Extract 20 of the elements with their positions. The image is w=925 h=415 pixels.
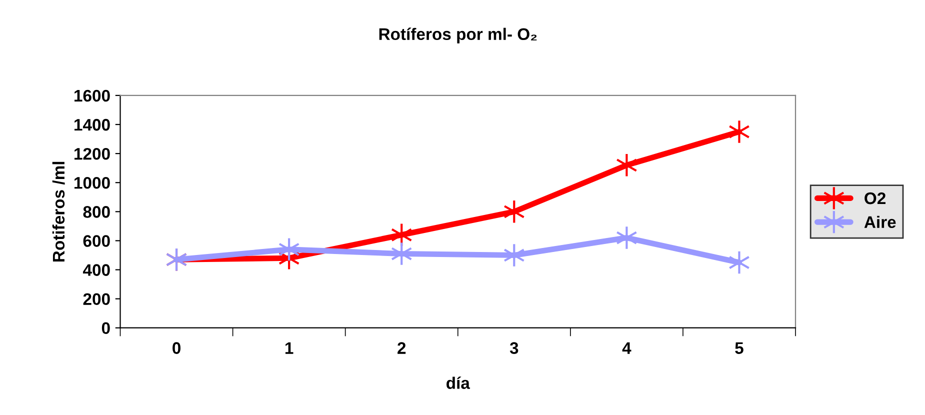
x-tick-label: 5 [735,342,744,354]
y-tick-label: 1600 [74,90,110,102]
y-axis-title: Rotiferos /ml [52,162,65,262]
x-tick-label: 3 [510,342,518,354]
x-axis-title: día [446,376,470,389]
y-tick-label: 600 [83,235,110,247]
legend-label: Aire [864,216,896,228]
x-tick-label: 1 [285,342,294,354]
y-tick-label: 200 [83,293,110,306]
x-tick-label: 4 [622,342,632,354]
y-tick-label: 400 [82,264,110,276]
y-tick-label: 800 [83,206,110,218]
chart-title: Rotíferos por ml- O₂ [379,28,537,44]
y-tick-label: 0 [102,322,110,334]
y-tick-label: 1000 [74,177,110,189]
y-tick-label: 1400 [74,118,110,131]
y-tick-label: 1200 [74,148,110,160]
x-tick-label: 2 [398,342,406,354]
legend-label: O2 [864,192,886,204]
x-tick-label: 0 [172,342,180,354]
